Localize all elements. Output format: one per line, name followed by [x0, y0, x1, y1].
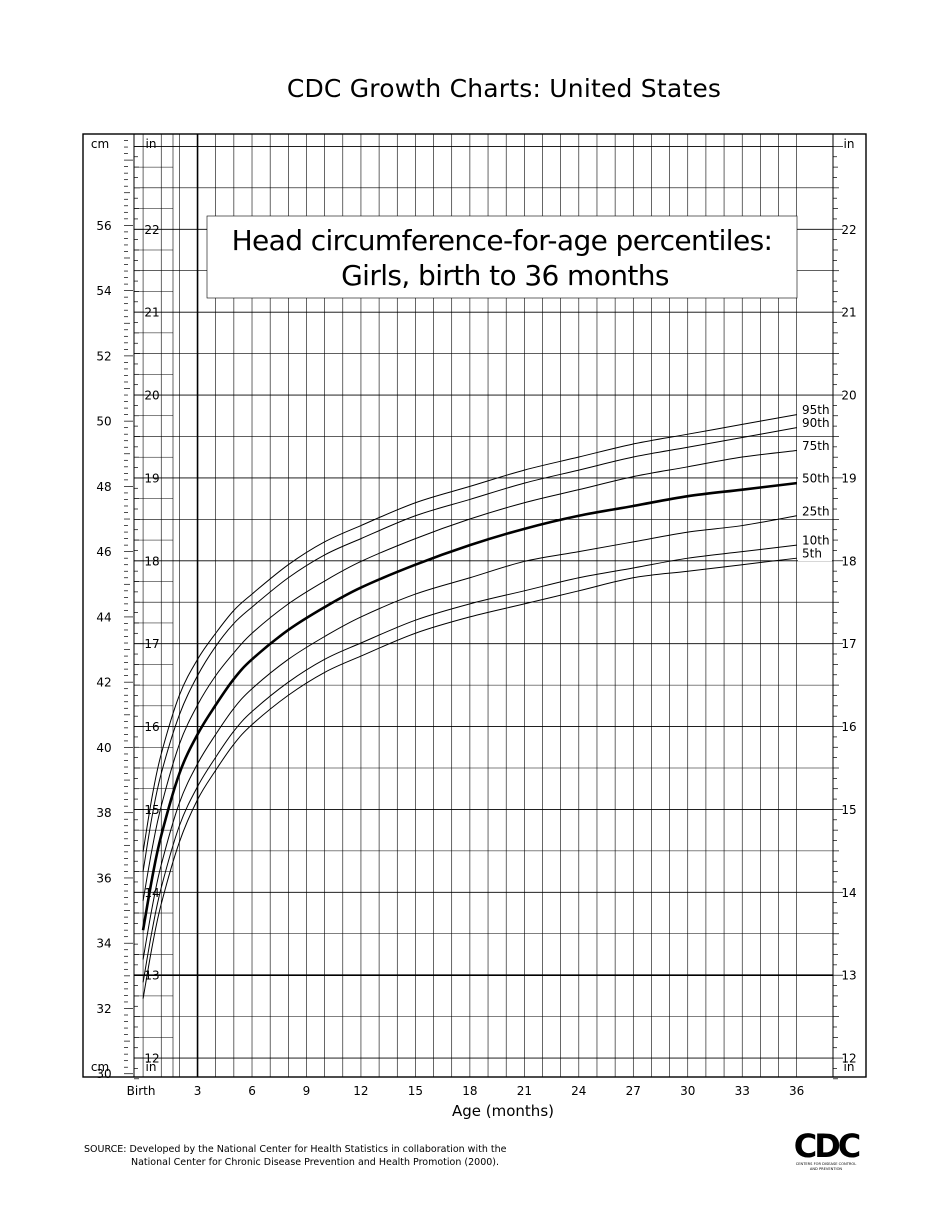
x-tick-label: 21: [517, 1084, 532, 1098]
in-tick-label-right: 18: [841, 554, 856, 568]
cm-unit-label-bottom: cm: [91, 1060, 109, 1074]
series-line-10th: [142, 544, 797, 983]
in-tick-label-right: 15: [841, 803, 856, 817]
chart-title-line-2: Girls, birth to 36 months: [341, 259, 669, 292]
in-tick-label-right: 12: [841, 1052, 856, 1066]
series-label-75th: 75th: [802, 439, 830, 453]
x-tick-label: 30: [680, 1084, 695, 1098]
in-tick-label-right: 19: [841, 471, 856, 485]
series-label-bg: [798, 403, 832, 418]
in-tick-label-left: 17: [144, 637, 159, 651]
chart-frame: [82, 133, 867, 1078]
cm-tick-label: 40: [96, 741, 111, 755]
source-line-2: National Center for Chronic Disease Prev…: [131, 1157, 500, 1168]
series-label-10th: 10th: [802, 534, 830, 548]
cm-tick-label: 38: [96, 806, 111, 820]
in-tick-label-left: 13: [144, 969, 159, 983]
cm-tick-label: 56: [96, 219, 111, 233]
cm-tick-label: 46: [96, 545, 111, 559]
in-tick-label-left: 16: [144, 720, 159, 734]
cdc-logo-subtext-2: AND PREVENTION: [809, 1166, 843, 1171]
in-tick-label-right: 22: [841, 223, 856, 237]
in-tick-label-right: 17: [841, 637, 856, 651]
series-label-bg: [798, 416, 832, 431]
source-note: SOURCE: Developed by the National Center…: [84, 1143, 506, 1169]
x-tick-label: 33: [735, 1084, 750, 1098]
series-line-75th: [142, 450, 797, 901]
series-line-95th: [142, 414, 797, 852]
chart-title-box: [206, 215, 798, 299]
series-label-95th: 95th: [802, 403, 830, 417]
series-label-25th: 25th: [802, 504, 830, 518]
in-unit-label-top-left: in: [146, 137, 157, 151]
in-tick-label-left: 22: [144, 223, 159, 237]
in-unit-label-bottom-left: in: [146, 1060, 157, 1074]
series-label-5th: 5th: [802, 547, 822, 561]
series-label-bg: [798, 504, 832, 519]
x-tick-label: 12: [353, 1084, 368, 1098]
in-tick-label-right: 20: [841, 389, 856, 403]
x-tick-label: Birth: [127, 1084, 156, 1098]
cm-tick-label: 32: [96, 1002, 111, 1016]
in-tick-label-left: 20: [144, 389, 159, 403]
x-tick-label: 3: [194, 1084, 202, 1098]
in-tick-label-right: 14: [841, 886, 856, 900]
x-tick-label: 15: [408, 1084, 423, 1098]
cm-tick-label: 44: [96, 610, 111, 624]
cdc-logo: CDC CENTERS FOR DISEASE CONTROL AND PREV…: [790, 1130, 862, 1171]
in-unit-label-bottom-right: in: [844, 1060, 855, 1074]
page-title: CDC Growth Charts: United States: [286, 74, 722, 103]
series-line-25th: [142, 515, 797, 960]
cdc-logo-text: CDC: [793, 1127, 862, 1165]
cdc-logo-subtext-1: CENTERS FOR DISEASE CONTROL: [795, 1162, 857, 1166]
series-label-bg: [798, 547, 832, 562]
cm-tick-label: 34: [96, 937, 111, 951]
x-tick-label: 36: [789, 1084, 804, 1098]
cm-tick-label: 36: [96, 871, 111, 885]
in-tick-label-left: 19: [144, 471, 159, 485]
in-unit-label-top-right: in: [844, 137, 855, 151]
in-tick-label-left: 12: [144, 1052, 159, 1066]
series-label-50th: 50th: [802, 472, 830, 486]
series-line-90th: [142, 427, 797, 872]
cm-tick-label: 30: [96, 1067, 111, 1081]
x-tick-label: 9: [303, 1084, 311, 1098]
x-axis-label: Age (months): [452, 1102, 554, 1120]
cm-tick-label: 50: [96, 415, 111, 429]
series-line-50th: [141, 481, 797, 931]
cm-tick-label: 42: [96, 676, 111, 690]
series-label-bg: [798, 472, 832, 487]
x-tick-label: 27: [626, 1084, 641, 1098]
in-tick-label-left: 14: [144, 886, 159, 900]
series-label-90th: 90th: [802, 416, 830, 430]
cm-tick-label: 52: [96, 349, 111, 363]
cm-unit-label-top: cm: [91, 137, 109, 151]
in-tick-label-right: 16: [841, 720, 856, 734]
cm-tick-label: 48: [96, 480, 111, 494]
in-tick-label-left: 15: [144, 803, 159, 817]
in-tick-label-right: 21: [841, 306, 856, 320]
series-label-bg: [798, 534, 832, 549]
in-tick-label-right: 13: [841, 969, 856, 983]
series-label-bg: [798, 439, 832, 454]
x-tick-label: 18: [462, 1084, 477, 1098]
cm-tick-label: 54: [96, 284, 111, 298]
series-line-5th: [142, 557, 797, 999]
x-tick-label: 24: [571, 1084, 586, 1098]
in-tick-label-left: 21: [144, 306, 159, 320]
in-tick-label-left: 18: [144, 554, 159, 568]
source-line-1: SOURCE: Developed by the National Center…: [84, 1144, 507, 1155]
chart-title-line-1: Head circumference-for-age percentiles:: [232, 224, 773, 257]
x-tick-label: 6: [248, 1084, 256, 1098]
